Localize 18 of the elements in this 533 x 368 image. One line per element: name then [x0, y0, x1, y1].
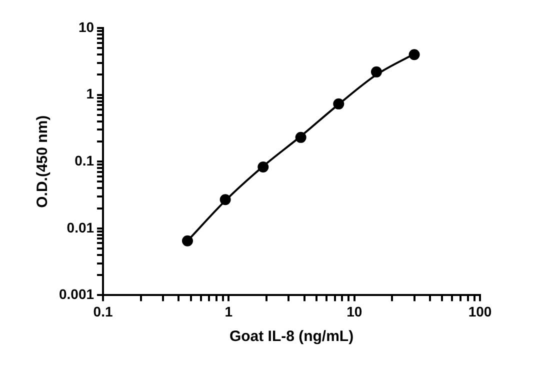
x-tick-label: 100	[468, 303, 492, 320]
y-tick-label: 1	[86, 86, 94, 102]
point	[182, 235, 193, 246]
point	[295, 132, 306, 143]
x-tick-label: 10	[346, 303, 362, 320]
y-tick-label: 0.01	[66, 219, 94, 236]
point	[333, 98, 344, 110]
point	[220, 194, 231, 206]
point	[370, 66, 382, 78]
point	[408, 49, 420, 60]
point	[258, 162, 269, 173]
y-tick-label: 0.1	[74, 152, 94, 168]
x-axis-title: Goat IL-8 (ng/mL)	[229, 328, 354, 346]
x-tick-label: 1	[224, 303, 233, 320]
y-axis-title: O.D.(450 nm)	[34, 115, 52, 208]
y-tick-label: 0.001	[58, 286, 94, 302]
y-tick-label: 10	[78, 18, 94, 35]
x-tick-label: 0.1	[93, 303, 113, 320]
